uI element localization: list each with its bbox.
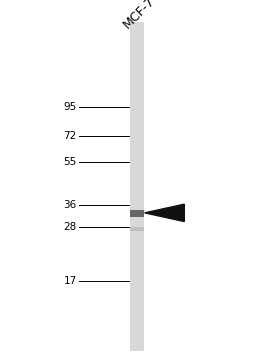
Text: 72: 72 bbox=[63, 131, 77, 141]
Text: 28: 28 bbox=[63, 222, 77, 232]
Text: 36: 36 bbox=[63, 199, 77, 210]
Polygon shape bbox=[145, 204, 184, 222]
Text: MCF-7: MCF-7 bbox=[121, 0, 158, 31]
Bar bbox=[130, 22, 144, 351]
Text: 95: 95 bbox=[63, 102, 77, 112]
Text: 17: 17 bbox=[63, 275, 77, 286]
Text: 55: 55 bbox=[63, 157, 77, 167]
Bar bbox=[130, 210, 144, 217]
Bar bbox=[130, 227, 144, 231]
